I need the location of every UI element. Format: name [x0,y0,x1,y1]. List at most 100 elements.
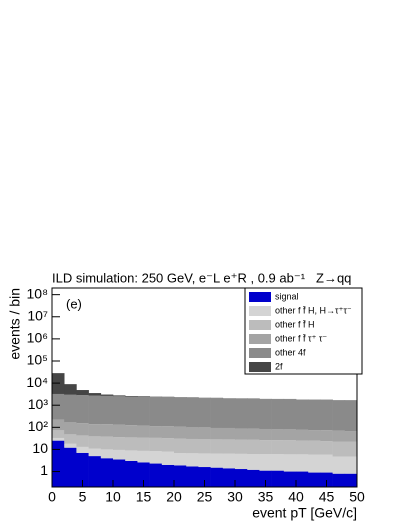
bar-segment [308,399,321,431]
bar-segment [308,454,321,473]
bar-segment [259,399,272,429]
bar-segment [149,437,163,452]
legend-label: other f f̄ H, H→τ⁺τ⁻ [275,305,352,315]
bar-segment [149,463,163,487]
bar-segment [52,430,65,438]
bar-segment [259,454,272,471]
x-tick-label: 5 [79,489,87,505]
bar-segment [283,429,297,441]
bar-segment [222,453,236,469]
y-tick-label: 10⁸ [27,285,49,301]
bar-segment [320,472,333,487]
bar-segment [186,438,199,454]
bar-segment [271,470,285,487]
bar-segment [198,467,211,487]
bar-segment [332,473,346,487]
bar-segment [88,393,102,396]
bar-segment [235,439,248,454]
y-tick-label: 10⁶ [27,330,48,346]
bar-segment [64,443,77,448]
bar-segment [259,428,272,441]
bar-segment [344,400,358,432]
bar-segment [222,398,236,428]
bar-segment [100,424,114,437]
bar-segment [332,400,346,431]
bar-segment [137,396,150,426]
bar-segment [113,449,126,460]
bar-segment [271,429,285,441]
bar-segment [125,396,138,426]
bar-segment [271,454,285,471]
bar-segment [332,441,346,457]
y-tick-label: 10⁵ [27,352,48,368]
legend-box [244,287,363,375]
bar-segment [344,441,358,457]
bar-segment [186,397,199,428]
bar-segment [125,425,138,438]
x-tick-label: 10 [105,489,121,505]
bar-segment [332,456,346,474]
bar-segment [247,428,260,440]
bar-segment [283,454,297,472]
bar-segment [320,441,333,455]
bar-segment [137,462,150,487]
bar-segment [52,419,65,431]
x-tick-label: 20 [166,489,182,505]
bar-segment [210,453,224,468]
bar-segment [88,395,102,425]
legend-label: other f f̄ τ⁺ τ⁻ [275,333,327,343]
bar-segment [100,449,114,459]
bar-segment [161,451,175,465]
legend-label: signal [275,291,299,301]
bar-segment [161,397,175,427]
bar-segment [88,436,102,449]
bar-segment [210,427,224,440]
bar-segment [222,439,236,454]
bar-segment [125,450,138,461]
y-axis-label: events / bin [7,288,23,360]
x-axis-label: event pT [GeV/c] [252,505,357,521]
legend-swatch [249,306,271,316]
bar-segment [308,472,321,487]
bar-segment [296,454,309,472]
bar-segment [161,438,175,452]
bar-segment [161,464,175,487]
x-tick-label: 50 [349,489,365,505]
bar-segment [296,440,309,455]
bar-segment [88,424,102,437]
bar-segment [137,450,150,463]
bars [52,373,358,487]
bar-segment [149,451,163,464]
bar-segment [344,473,358,487]
bar-segment [76,423,89,436]
bar-segment [76,390,89,396]
bar-segment [76,395,89,424]
bar-segment [247,469,260,487]
x-tick-label: 40 [288,489,304,505]
bar-segment [235,398,248,429]
y-tick-label: 10⁷ [27,307,48,323]
bar-segment [64,394,77,423]
y-tick-label: 10⁴ [26,374,48,390]
bar-segment [137,396,150,397]
bar-segment [222,427,236,440]
bar-segment [296,429,309,441]
bar-segment [259,440,272,455]
bar-segment [198,439,211,454]
bar-segment [100,395,114,425]
bar-segment [186,427,199,439]
bar-segment [344,431,358,442]
chart-title: ILD simulation: 250 GeV, e⁻L e⁺R , 0.9 a… [52,270,306,285]
bar-segment [52,440,65,487]
bar-segment [259,470,272,487]
bar-segment [64,422,77,435]
x-tick-label: 35 [258,489,274,505]
bar-segment [125,460,138,487]
x-tick-label: 30 [227,489,243,505]
bar-segment [76,452,89,487]
bar-segment [198,398,211,428]
bar-segment [125,437,138,451]
bar-segment [52,393,65,420]
bar-segment [174,438,187,453]
